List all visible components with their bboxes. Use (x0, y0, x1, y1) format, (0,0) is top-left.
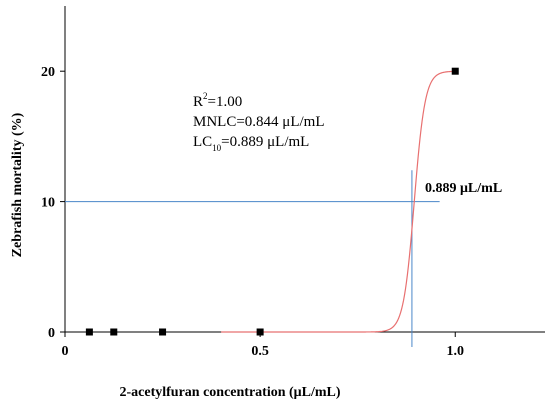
data-point (159, 328, 167, 336)
data-points (85, 67, 459, 336)
data-point (451, 67, 459, 75)
y-axis-title: Zebrafish mortality (%) (10, 112, 25, 257)
lc10-text: LC10=0.889 μL/mL (193, 134, 309, 153)
fit-annotation: R2=1.00 MNLC=0.844 μL/mL LC10=0.889 μL/m… (193, 91, 325, 153)
r2-text: R2=1.00 (193, 91, 242, 110)
ticks: 0 10 20 0 0.5 1.0 (41, 65, 464, 359)
data-point (256, 328, 264, 336)
lc10-line-label: 0.889 μL/mL (425, 181, 502, 196)
mnlc-text: MNLC=0.844 μL/mL (193, 114, 325, 130)
y-tick-label: 20 (41, 65, 55, 80)
axes (64, 6, 545, 333)
x-tick-label: 0.5 (251, 344, 269, 359)
y-tick-label: 0 (48, 326, 55, 341)
x-axis-title: 2-acetylfuran concentration (μL/mL) (119, 385, 340, 400)
data-point (85, 328, 93, 336)
y-tick-label: 10 (41, 196, 55, 211)
x-tick-label: 0 (62, 344, 69, 359)
x-tick-label: 1.0 (446, 344, 464, 359)
reference-lines (65, 170, 440, 347)
data-point (110, 328, 118, 336)
